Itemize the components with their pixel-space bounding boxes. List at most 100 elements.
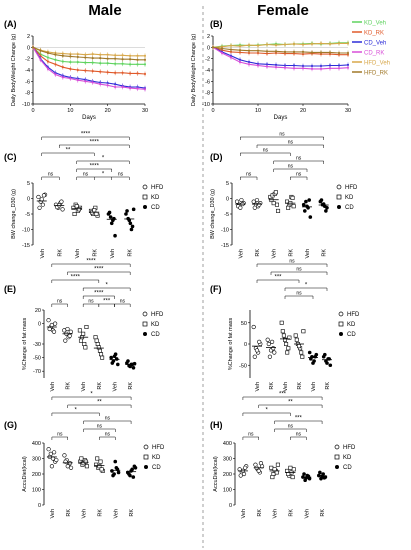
- data-point: [338, 64, 340, 67]
- y-axis-label: Daily BodyWeight Change (g): [191, 34, 197, 107]
- data-point: [110, 469, 114, 473]
- data-point: [144, 54, 146, 57]
- category-label: Veh: [241, 509, 247, 518]
- y-tick-label: 200: [223, 472, 232, 478]
- data-point: [285, 350, 290, 355]
- y-tick-label: 0: [27, 45, 30, 51]
- data-point: [274, 202, 279, 207]
- data-point: [62, 453, 67, 458]
- data-point: [256, 468, 261, 474]
- data-point: [313, 354, 318, 359]
- data-point: [99, 352, 104, 357]
- data-point: [329, 43, 331, 45]
- category-label: Veh: [113, 382, 119, 391]
- data-point: [106, 71, 109, 74]
- data-point: [212, 46, 214, 49]
- data-point: [91, 70, 94, 73]
- category-label: Veh: [75, 249, 81, 258]
- legend-label: HFD: [151, 185, 164, 191]
- panel-label: (A): [4, 19, 17, 29]
- significance-label: **: [288, 400, 293, 406]
- data-point: [129, 54, 131, 57]
- data-point: [49, 322, 54, 328]
- data-point: [290, 475, 295, 480]
- legend-label: KD_RK: [364, 31, 384, 37]
- data-point: [76, 56, 79, 58]
- data-point: [111, 473, 115, 478]
- panel-label: (C): [4, 152, 17, 162]
- data-point: [286, 205, 291, 210]
- data-point: [79, 456, 84, 461]
- data-point: [265, 337, 270, 342]
- data-point: [234, 199, 240, 204]
- panel-h: (H) 400 300 200 100 0 AccuDiet(kcal) Veh RK Veh RK…: [210, 392, 356, 519]
- data-point: [131, 207, 136, 212]
- data-point: [47, 67, 49, 70]
- data-point: [54, 457, 59, 463]
- significance-label: ns: [296, 172, 302, 178]
- data-point: [266, 341, 271, 347]
- y-axis-label: %Change of fat mass: [22, 317, 28, 370]
- data-point: [271, 346, 276, 351]
- data-point: [327, 357, 332, 361]
- data-point: [84, 61, 87, 64]
- data-point: [47, 56, 49, 59]
- data-point: [84, 324, 89, 329]
- data-point: [78, 338, 83, 343]
- legend-label: CD: [347, 332, 356, 338]
- legend-marker-cd: [144, 465, 148, 469]
- data-point: [99, 57, 102, 59]
- data-point: [311, 43, 313, 45]
- data-point: [84, 80, 87, 83]
- data-point: [114, 71, 117, 74]
- legend-marker-hfd: [143, 444, 149, 450]
- data-point: [288, 465, 293, 470]
- data-point: [114, 62, 117, 65]
- category-label: RK: [322, 249, 328, 257]
- data-point: [311, 67, 313, 70]
- data-point: [92, 208, 97, 213]
- y-tick-label: -50: [239, 363, 247, 369]
- y-tick-label: -10: [202, 102, 210, 108]
- data-point: [126, 359, 130, 363]
- legend-label: CD: [343, 465, 352, 471]
- data-point: [136, 63, 139, 66]
- category-label: RK: [320, 509, 326, 517]
- data-point: [39, 49, 42, 52]
- data-point: [46, 318, 51, 323]
- data-point: [307, 198, 312, 202]
- data-point: [107, 210, 112, 215]
- data-point: [132, 361, 137, 366]
- data-point: [94, 338, 99, 343]
- significance-label: ****: [94, 267, 104, 273]
- legend-marker-kd: [336, 194, 342, 200]
- y-tick-label: 50: [241, 321, 247, 327]
- y-tick-label: -5: [224, 212, 229, 218]
- data-point: [54, 53, 57, 56]
- data-point: [291, 467, 296, 472]
- data-point: [65, 326, 70, 332]
- data-point: [304, 199, 308, 204]
- significance-bracket: [284, 295, 314, 299]
- data-point: [269, 465, 274, 470]
- data-point: [114, 54, 117, 57]
- y-tick-label: -8: [25, 91, 30, 97]
- legend-marker-kd: [143, 454, 149, 460]
- series-line-cd_rk: [212, 46, 349, 70]
- significance-bracket: [59, 144, 130, 148]
- data-point: [302, 50, 304, 53]
- legend-label: CD_RK: [364, 51, 384, 57]
- legend-label: HFD: [343, 445, 356, 451]
- data-point: [329, 64, 331, 67]
- data-point: [32, 46, 34, 49]
- y-axis-label: AccuDiet(kcal): [22, 456, 28, 492]
- data-point: [299, 350, 304, 355]
- category-label: Veh: [81, 382, 87, 391]
- data-point: [243, 465, 248, 470]
- data-point: [302, 472, 306, 476]
- significance-bracket: [83, 428, 116, 432]
- data-point: [84, 69, 87, 72]
- significance-label: ns: [57, 299, 63, 305]
- y-tick-label: -2: [205, 57, 210, 63]
- data-point: [270, 339, 275, 344]
